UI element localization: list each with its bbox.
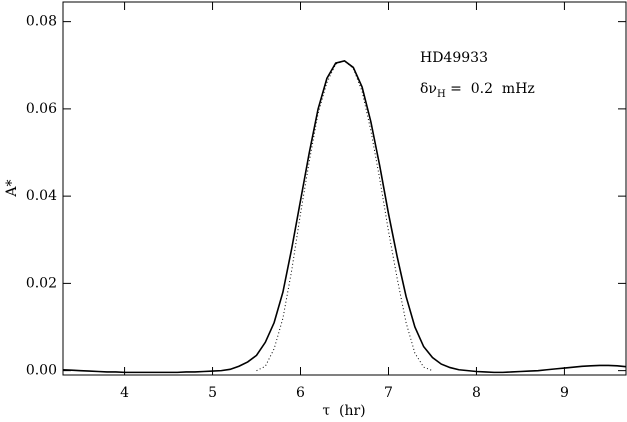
y-tick-label: 0.08: [26, 14, 57, 30]
x-tick-label: 6: [296, 385, 305, 401]
y-tick-label: 0.00: [26, 363, 57, 379]
x-tick-label: 9: [560, 385, 569, 401]
plot-frame: [62, 1, 627, 376]
x-tick-label: 4: [120, 385, 129, 401]
x-tick-label: 8: [472, 385, 481, 401]
data-line: [256, 60, 433, 372]
y-axis-label: A*: [4, 179, 20, 197]
annotation-rest: = 0.2 mHz: [446, 81, 535, 97]
y-tick-label: 0.06: [26, 101, 57, 117]
y-tick-label: 0.04: [26, 188, 57, 204]
data-line: [62, 60, 627, 374]
annotation: HD49933: [420, 50, 488, 66]
annotation: δνH = 0.2 mHz: [420, 81, 535, 100]
annotation-sub: H: [437, 89, 446, 100]
annotation-main: δν: [420, 81, 437, 97]
x-tick-label: 7: [384, 385, 393, 401]
y-tick-label: 0.02: [26, 275, 57, 291]
x-axis-label: τ (hr): [322, 403, 365, 419]
x-tick-label: 5: [208, 385, 217, 401]
